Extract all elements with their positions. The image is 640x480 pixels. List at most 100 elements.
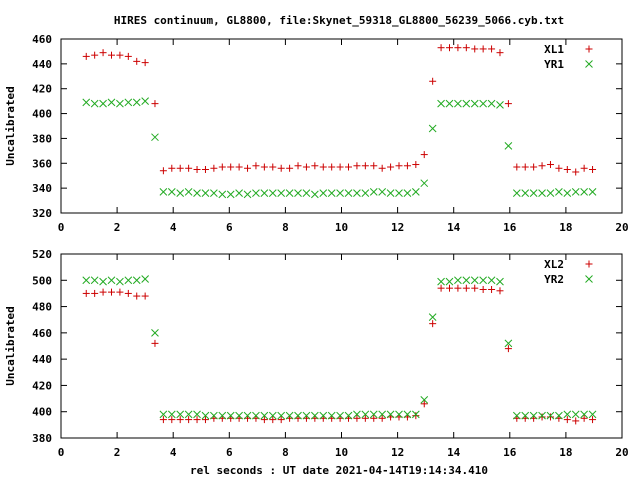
data-point-yr1-d2 [470, 99, 479, 108]
data-point-yr2 [529, 411, 538, 420]
data-point-xl1 [82, 52, 90, 60]
data-point-yr2 [82, 276, 91, 285]
data-point-yr2-d2 [479, 276, 488, 285]
data-point-yr2 [395, 410, 403, 419]
data-point-xl2 [201, 416, 209, 424]
data-point-xl1 [193, 166, 201, 173]
data-point-yr2-d2 [107, 276, 116, 285]
data-point-xl1 [563, 166, 571, 173]
data-point-yr1-d2 [201, 189, 210, 197]
data-point-yr1-d2 [310, 190, 319, 199]
data-point-yr1 [437, 99, 445, 108]
data-point-yr1 [260, 189, 269, 197]
data-point-yr2 [470, 276, 479, 285]
data-point-yr1 [243, 190, 252, 199]
data-point-xl2 [361, 414, 369, 422]
data-point-xl1 [133, 57, 141, 65]
data-point-yr2 [386, 410, 395, 419]
data-point-yr1-d2 [268, 189, 277, 197]
data-point-xl2 [99, 288, 107, 296]
data-point-xl2 [563, 416, 571, 424]
data-point-yr2-d2 [437, 277, 445, 286]
data-point-yr1 [159, 188, 168, 196]
x-tick-label: 4 [170, 221, 177, 234]
data-point-yr2-d2 [504, 339, 513, 348]
data-point-xl1 [201, 166, 209, 173]
data-point-xl1 [116, 51, 124, 59]
x-tick-label: 14 [447, 221, 461, 234]
data-point-xl1 [496, 49, 504, 57]
data-point-yr2-d2 [82, 276, 91, 285]
data-point-xl1 [429, 77, 437, 85]
data-point-yr1 [411, 188, 420, 196]
data-point-yr2 [420, 396, 429, 404]
y-tick-label: 400 [32, 406, 52, 419]
data-point-yr1 [201, 189, 210, 197]
data-point-yr1-d2 [210, 189, 218, 197]
data-point-xl1 [319, 163, 327, 171]
data-point-xl1 [210, 164, 218, 172]
data-point-yr1 [470, 99, 479, 108]
data-point-yr2-d2 [563, 410, 572, 419]
data-point-xl1 [445, 44, 453, 52]
data-point-xl2 [91, 289, 99, 297]
data-point-yr2 [571, 410, 580, 419]
data-point-yr2-d2 [428, 313, 437, 321]
data-point-xl2 [141, 292, 149, 300]
data-point-yr2-d2 [521, 411, 530, 420]
data-point-xl2 [269, 416, 277, 424]
data-point-yr2 [319, 411, 328, 420]
data-point-yr1-d2 [428, 124, 437, 133]
data-point-yr1-d2 [235, 189, 243, 197]
data-point-xl2 [488, 285, 496, 293]
data-point-yr2 [176, 410, 185, 419]
data-point-yr1 [378, 188, 387, 196]
data-point-xl2 [168, 416, 176, 424]
data-point-xl2 [277, 416, 285, 424]
data-point-yr2-d2 [420, 396, 429, 404]
data-point-yr1 [167, 188, 176, 196]
data-point-yr1 [588, 188, 597, 196]
data-point-yr1 [571, 188, 580, 196]
data-point-xl1 [286, 164, 294, 172]
data-point-yr2-d2 [546, 411, 555, 420]
data-point-yr2-d2 [378, 410, 387, 419]
data-point-yr2 [563, 410, 572, 419]
data-point-yr2 [193, 410, 201, 419]
data-point-yr2-d2 [571, 410, 580, 419]
data-point-xl1 [99, 49, 107, 57]
data-point-xl1 [176, 164, 184, 172]
data-point-yr2 [151, 329, 159, 337]
data-point-xl2 [378, 414, 386, 422]
data-point-xl1 [252, 162, 260, 170]
x-tick-label: 14 [447, 446, 461, 459]
data-point-xl1 [521, 163, 529, 171]
data-point-yr1 [454, 99, 462, 108]
data-point-yr2 [344, 411, 353, 420]
data-point-yr1-d2 [353, 189, 361, 197]
data-point-yr2 [226, 411, 235, 420]
data-point-yr2 [361, 410, 370, 419]
y-tick-label: 340 [32, 182, 52, 195]
data-point-yr2 [310, 411, 319, 420]
data-point-yr1-d2 [260, 189, 269, 197]
data-point-xl2 [429, 320, 437, 328]
data-point-yr1 [310, 190, 319, 199]
x-tick-label: 18 [559, 221, 572, 234]
data-point-xl1 [244, 164, 252, 172]
data-point-xl1 [141, 59, 149, 67]
data-point-yr2-d2 [151, 329, 159, 337]
data-point-xl1 [353, 162, 361, 170]
data-point-xl2 [82, 289, 90, 297]
data-point-yr1 [386, 189, 395, 197]
data-point-xl2 [496, 287, 504, 295]
legend-label: YR2 [544, 273, 564, 286]
data-point-yr1-d2 [285, 189, 294, 197]
legend-marker [585, 260, 593, 268]
data-point-xl1 [294, 162, 302, 170]
data-point-yr2-d2 [496, 277, 504, 286]
data-point-xl1 [471, 45, 479, 53]
data-point-yr1-d2 [344, 189, 353, 197]
data-point-yr1 [529, 189, 538, 197]
